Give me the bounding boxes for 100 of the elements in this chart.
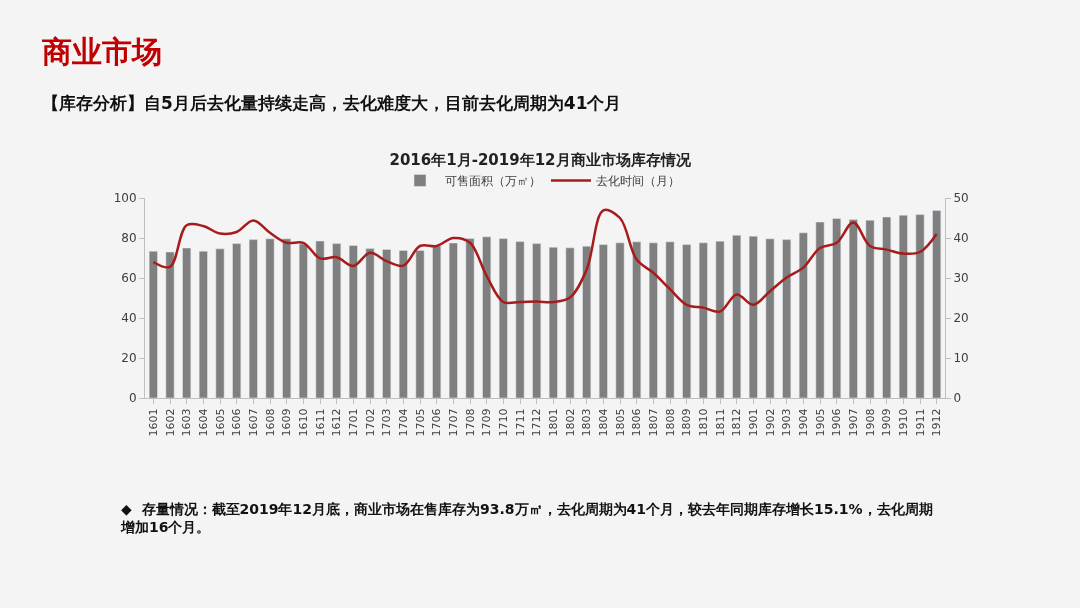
x-tick-label: 1807 xyxy=(646,408,660,437)
bar xyxy=(365,248,375,398)
bar xyxy=(348,245,358,398)
bar xyxy=(865,219,875,398)
x-tick-label: 1702 xyxy=(363,408,377,437)
x-tick-label: 1703 xyxy=(380,408,394,437)
x-tick-label: 1808 xyxy=(663,408,677,437)
bar xyxy=(582,245,592,398)
x-tick-label: 1911 xyxy=(913,408,927,437)
y2-tick-label: 50 xyxy=(953,191,969,206)
x-tick-label: 1805 xyxy=(613,408,627,437)
x-tick-label: 1809 xyxy=(680,408,694,437)
legend-label: 可售面积（万㎡） xyxy=(445,174,541,189)
x-tick-label: 1706 xyxy=(430,408,444,437)
x-tick-label: 1712 xyxy=(530,408,544,437)
bar xyxy=(832,218,842,398)
x-tick-label: 1708 xyxy=(463,408,477,437)
x-tick-label: 1610 xyxy=(296,408,310,437)
x-tick-label: 1802 xyxy=(563,408,577,437)
bar xyxy=(682,244,692,398)
x-tick-label: 1606 xyxy=(230,408,244,437)
x-tick-label: 1608 xyxy=(263,408,277,437)
x-tick-label: 1910 xyxy=(896,408,910,437)
bar xyxy=(932,210,942,398)
bar xyxy=(332,243,342,398)
x-tick-label: 1804 xyxy=(596,408,610,437)
bar xyxy=(182,247,192,398)
bar xyxy=(665,241,675,398)
bar xyxy=(198,250,208,398)
x-tick-label: 1901 xyxy=(746,408,760,437)
bar xyxy=(398,250,408,398)
legend-label: 去化时间（月） xyxy=(596,174,680,189)
bar xyxy=(565,247,575,398)
bar xyxy=(782,239,792,398)
chart-title: 2016年1月-2019年12月商业市场库存情况 xyxy=(389,151,692,170)
x-tick-label: 1601 xyxy=(146,408,160,437)
bar xyxy=(598,244,608,398)
x-tick-label: 1611 xyxy=(313,408,327,437)
line-series xyxy=(152,209,938,313)
x-tick-label: 1904 xyxy=(796,408,810,437)
x-tick-label: 1905 xyxy=(813,408,827,437)
x-tick-label: 1909 xyxy=(880,408,894,437)
x-tick-label: 1605 xyxy=(213,408,227,437)
x-tick-label: 1902 xyxy=(763,408,777,437)
bar xyxy=(715,240,725,398)
bar xyxy=(415,250,425,398)
bar xyxy=(732,234,742,398)
bar xyxy=(615,242,625,398)
y2-tick-label: 10 xyxy=(953,351,969,366)
x-tick-label: 1907 xyxy=(846,408,860,437)
x-tick-label: 1811 xyxy=(713,408,727,437)
x-tick-label: 1803 xyxy=(580,408,594,437)
y-tick-label: 20 xyxy=(121,351,137,366)
x-tick-label: 1912 xyxy=(930,408,944,437)
y-tick-label: 60 xyxy=(121,271,137,286)
bar xyxy=(315,240,325,398)
y2-tick-label: 40 xyxy=(953,231,969,246)
bar xyxy=(148,250,158,398)
text: ◆ 存量情况：截至2019年12月底，商业市场在售库存为93.8万㎡，去化周期为41个月，较去年同期库存增长15.1%，去化周期增加16个月。 xyxy=(120,501,933,536)
bar xyxy=(448,242,458,398)
bar xyxy=(798,232,808,398)
x-tick-label: 1704 xyxy=(396,408,410,437)
y-tick-label: 40 xyxy=(121,311,137,326)
bar xyxy=(515,241,525,398)
bar xyxy=(748,235,758,398)
x-tick-label: 1602 xyxy=(163,408,177,437)
x-tick-label: 1612 xyxy=(330,408,344,437)
x-tick-label: 1711 xyxy=(513,408,527,437)
x-tick-label: 1705 xyxy=(413,408,427,437)
bar xyxy=(165,251,175,398)
bar xyxy=(632,241,642,398)
bar xyxy=(815,221,825,398)
bar xyxy=(432,245,442,398)
x-tick-label: 1603 xyxy=(180,408,194,437)
x-tick-label: 1707 xyxy=(446,408,460,437)
bar xyxy=(465,238,475,398)
y-tick-label: 80 xyxy=(121,231,137,246)
y-tick-label: 0 xyxy=(128,391,137,406)
x-tick-label: 1801 xyxy=(546,408,560,437)
bar xyxy=(498,238,508,398)
bar xyxy=(382,249,392,398)
x-tick-label: 1701 xyxy=(346,408,360,437)
y2-tick-label: 30 xyxy=(953,271,969,286)
bar xyxy=(215,248,225,398)
x-tick-label: 1903 xyxy=(780,408,794,437)
y-tick-label: 100 xyxy=(113,191,137,206)
bar xyxy=(898,214,908,398)
bar xyxy=(248,239,258,398)
x-tick-label: 1908 xyxy=(863,408,877,437)
bar xyxy=(698,242,708,398)
x-tick-label: 1810 xyxy=(696,408,710,437)
x-tick-label: 1812 xyxy=(730,408,744,437)
bar xyxy=(298,243,308,398)
x-tick-label: 1709 xyxy=(480,408,494,437)
y2-tick-label: 0 xyxy=(953,391,962,406)
bar xyxy=(232,243,242,398)
bar xyxy=(848,219,858,398)
bar xyxy=(648,242,658,398)
bar xyxy=(915,214,925,398)
bar xyxy=(532,243,542,398)
